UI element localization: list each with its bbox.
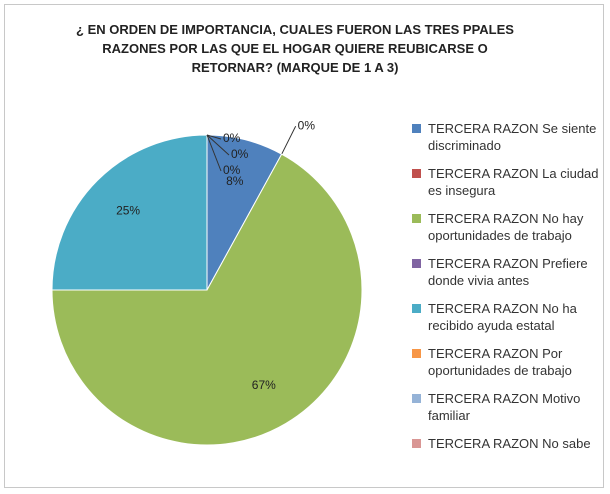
legend-swatch [412,124,421,133]
pie-slice [51,134,208,291]
chart-title: ¿ EN ORDEN DE IMPORTANCIA, CUALES FUERON… [76,22,514,75]
data-label: 8% [226,174,244,188]
data-label: 67% [252,378,276,392]
pie-slice [51,153,363,446]
data-label: 0% [223,131,241,145]
legend-label: TERCERA RAZON Motivo familiar [428,391,581,423]
legend-swatch [412,349,421,358]
legend-label: TERCERA RAZON No hay oportunidades de tr… [428,211,584,243]
legend-swatch [412,439,421,448]
legend-label: TERCERA RAZON Prefiere donde vivia antes [428,256,588,288]
leader-line [281,125,297,155]
legend-swatch [412,214,421,223]
data-label: 0% [223,163,241,177]
data-label: 0% [298,118,316,132]
legend-label: TERCERA RAZON No sabe [428,436,591,451]
legend-label: TERCERA RAZON No ha recibido ayuda estat… [428,301,577,333]
legend-swatch [412,169,421,178]
legend-swatch [412,394,421,403]
data-label: 0% [231,147,249,161]
chart-frame [4,4,604,488]
data-label: 25% [116,203,140,217]
leader-line [206,134,230,156]
leader-line [206,134,222,172]
legend-label: TERCERA RAZON Se siente discriminado [428,121,597,153]
leader-line [206,134,222,140]
legend-label: TERCERA RAZON La ciudad es insegura [428,166,599,198]
legend-swatch [412,259,421,268]
legend-label: TERCERA RAZON Por oportunidades de traba… [428,346,572,378]
legend-swatch [412,304,421,313]
